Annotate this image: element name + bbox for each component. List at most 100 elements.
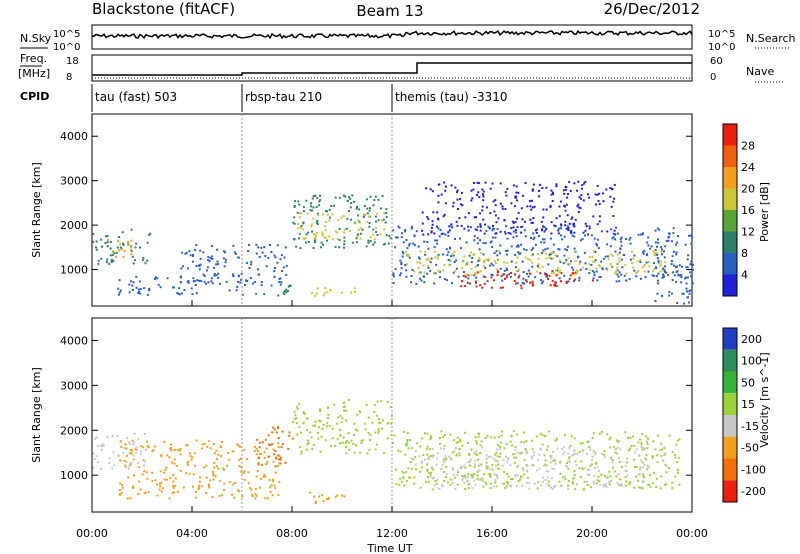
velocity-data-pixel [467,461,470,463]
power-data-pixel [592,215,595,218]
velocity-data-pixel [485,483,488,486]
power-data-pixel [550,221,553,224]
power-data-pixel [594,259,597,262]
power-data-pixel [499,182,502,185]
power-data-pixel [207,259,210,261]
velocity-data-pixel [605,476,607,479]
power-data-pixel [551,200,554,202]
power-data-pixel [228,289,231,292]
velocity-data-pixel [652,440,655,443]
velocity-data-pixel [645,454,648,457]
power-data-pixel [198,265,201,267]
power-data-pixel [284,290,286,293]
power-data-pixel [556,273,559,276]
velocity-data-pixel [625,470,628,472]
power-data-pixel [328,216,331,219]
velocity-data-pixel [127,465,130,468]
power-data-pixel [501,207,504,210]
power-data-pixel [487,258,490,261]
power-data-pixel [542,238,544,241]
power-data-pixel [213,272,216,275]
power-data-pixel [509,275,512,278]
power-data-pixel [340,291,343,294]
velocity-data-pixel [312,443,315,446]
velocity-data-pixel [428,447,431,450]
power-data-pixel [405,275,408,278]
velocity-data-pixel [303,412,306,415]
velocity-data-pixel [645,435,647,438]
velocity-data-pixel [531,448,534,451]
velocity-data-pixel [632,458,635,461]
power-data-pixel [285,264,288,267]
power-data-pixel [544,273,547,276]
power-data-pixel [456,189,459,192]
velocity-data-pixel [610,480,613,482]
velocity-data-pixel [551,467,554,470]
velocity-data-pixel [126,497,129,500]
power-data-pixel [131,255,134,258]
power-data-pixel [596,193,599,196]
velocity-data-pixel [287,447,290,450]
velocity-data-pixel [217,467,220,470]
velocity-data-pixel [554,459,557,462]
power-data-pixel [474,280,477,283]
power-data-pixel [442,269,445,272]
velocity-data-pixel [497,436,500,439]
velocity-data-pixel [676,468,679,471]
power-data-pixel [433,282,436,285]
power-data-pixel [588,196,591,199]
velocity-data-pixel [568,446,571,449]
power-data-pixel [474,265,477,268]
power-data-pixel [410,227,413,230]
power-data-pixel [499,286,502,289]
velocity-data-pixel [646,464,649,467]
velocity-ytick-label: 2000 [60,424,88,437]
power-data-pixel [691,263,694,266]
power-data-pixel [451,226,454,229]
power-data-pixel [293,216,296,219]
velocity-data-pixel [485,467,488,470]
power-data-pixel [432,272,435,275]
power-data-pixel [531,221,534,224]
velocity-data-pixel [525,469,528,472]
power-data-pixel [192,277,195,280]
velocity-data-pixel [467,487,470,490]
velocity-data-pixel [514,449,517,452]
power-data-pixel [442,232,445,235]
power-data-pixel [477,191,480,194]
power-data-pixel [324,287,327,290]
velocity-data-pixel [227,451,230,454]
power-data-pixel [655,252,658,254]
velocity-data-pixel [678,483,681,486]
power-data-pixel [92,240,95,243]
power-data-pixel [675,266,677,269]
power-data-pixel [452,271,455,274]
time-tick-label: 16:00 [476,527,508,540]
power-data-pixel [232,275,235,277]
power-data-pixel [661,248,663,251]
power-data-pixel [515,191,518,194]
velocity-data-pixel [609,475,612,478]
power-data-pixel [215,274,218,277]
velocity-data-pixel [485,465,488,467]
power-data-pixel [326,291,329,294]
power-data-pixel [218,282,221,285]
power-data-pixel [550,189,553,192]
velocity-data-pixel [209,479,212,482]
power-data-pixel [213,274,216,277]
power-data-pixel [293,206,296,209]
time-tick-label: 20:00 [576,527,608,540]
power-data-pixel [366,212,369,215]
power-data-pixel [657,261,660,264]
power-data-pixel [592,277,595,280]
power-data-pixel [434,256,437,259]
power-data-pixel [416,261,419,264]
velocity-data-pixel [328,424,331,427]
velocity-data-pixel [642,473,645,476]
velocity-data-pixel [550,454,553,457]
power-data-pixel [570,217,573,220]
velocity-data-pixel [138,466,141,469]
velocity-data-pixel [559,460,562,463]
power-data-pixel [562,189,565,192]
power-data-pixel [653,252,656,255]
